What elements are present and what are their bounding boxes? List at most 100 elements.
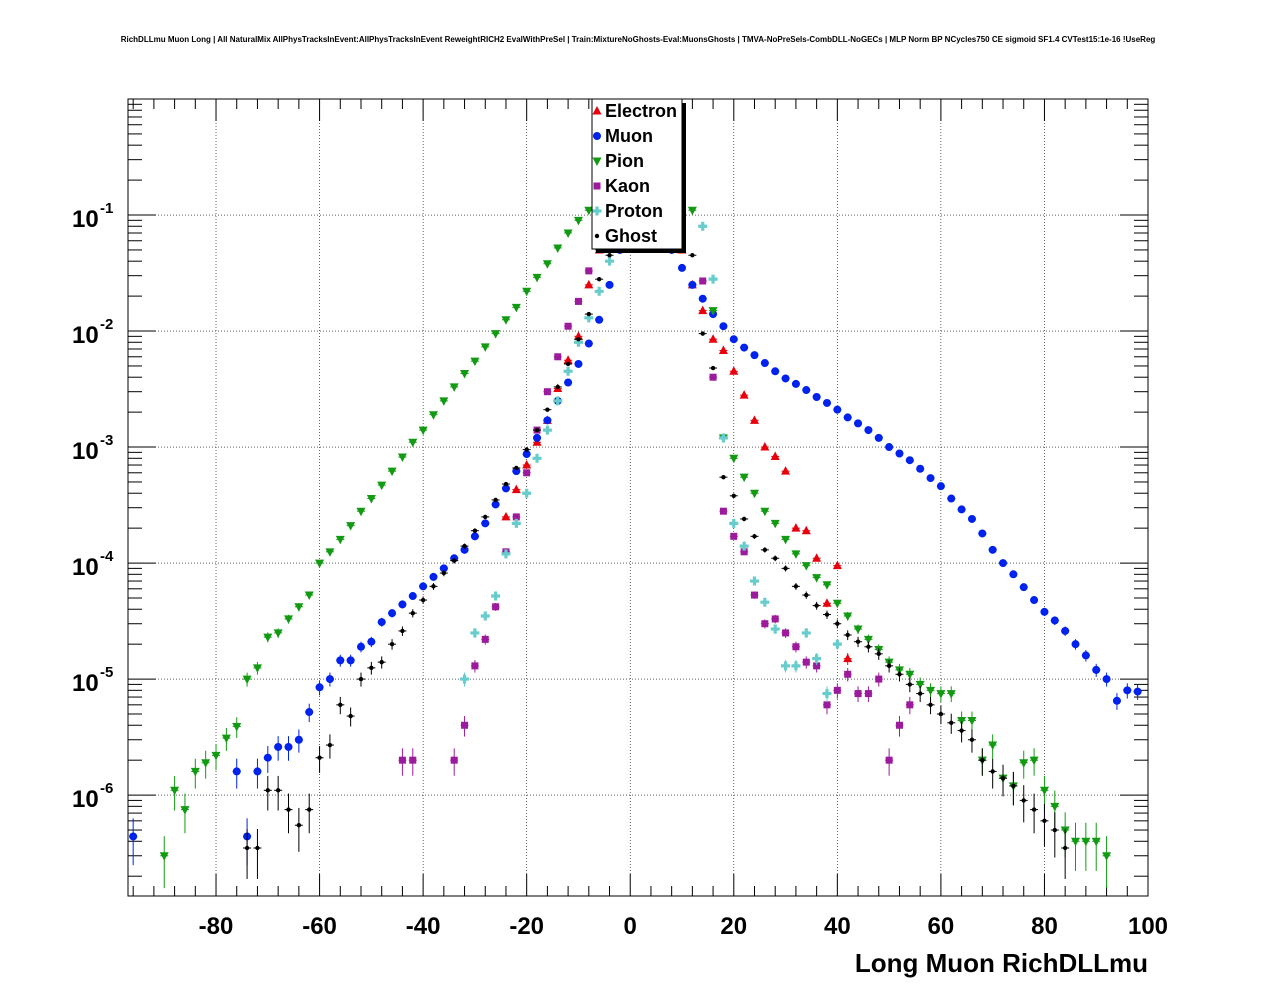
data-point [844,670,852,678]
data-point [304,591,314,601]
data-point [885,443,894,452]
data-point [990,769,995,774]
data-point [731,493,736,499]
data-point [875,675,883,683]
data-point [762,547,768,553]
data-point [824,612,830,617]
data-point [739,473,749,483]
data-point [346,522,356,531]
data-point [263,633,273,643]
data-point [729,335,738,344]
data-point [802,386,811,395]
data-point [741,516,747,522]
series-pion [159,206,1112,889]
data-point [928,702,933,708]
legend-item-electron: Electron [592,101,677,121]
legend-marker [592,206,602,216]
data-point [760,442,770,451]
data-point [512,513,520,521]
data-point [978,529,987,538]
data-point [855,639,861,644]
data-point [946,690,956,699]
legend-item-muon: Muon [593,126,653,146]
data-point [439,564,448,573]
data-point [584,339,593,348]
data-point [586,311,592,317]
data-point [845,632,850,638]
data-point [190,767,200,777]
data-point [523,469,531,477]
data-point [431,584,436,589]
data-point [690,253,695,258]
data-point [843,413,852,422]
legend-box [591,98,683,250]
data-point [307,807,312,812]
data-point [718,433,728,443]
data-point [1039,786,1049,796]
data-point [1062,845,1068,851]
data-point [999,559,1008,568]
x-tick-label: 100 [1128,913,1168,940]
data-point [832,599,842,609]
data-point [760,359,769,368]
data-point [542,260,552,269]
data-point [874,433,883,442]
data-point [605,280,614,289]
legend-label: Proton [605,201,663,221]
data-point [501,511,511,521]
data-point [1102,852,1112,861]
data-point [439,397,449,406]
data-point [791,379,800,388]
data-point [698,221,708,231]
data-point [481,519,490,528]
data-point [988,545,997,554]
y-tick-label: 10 [72,206,99,233]
gridlines [128,99,1149,896]
legend-label: Muon [605,126,653,146]
data-point [770,624,780,634]
data-point [491,330,501,339]
data-point [760,507,770,517]
data-point [252,664,262,673]
data-point [835,621,840,626]
legend-label: Ghost [605,226,657,246]
data-point [905,456,914,465]
data-point [574,359,583,368]
legend-marker [594,233,600,239]
legend-item-ghost: Ghost [594,226,657,246]
data-point [553,396,563,406]
data-point [1019,583,1028,592]
data-point [524,447,529,452]
data-point [460,545,469,554]
axis-ticks: -80 -60 -40 -20 0 20 40 60 80 10010-610-510-410-3… [72,99,1168,940]
data-point [1112,696,1121,705]
data-point [564,322,572,330]
data-point [770,451,780,460]
data-point [729,518,739,528]
data-point [897,672,902,677]
data-point [936,482,945,491]
data-point [511,484,521,494]
legend-item-proton: Proton [592,201,663,221]
data-point [1000,775,1006,781]
legend: Electron Muon Pion Kaon Proton Ghost [591,98,686,253]
data-point [325,548,335,557]
data-point [543,388,551,396]
data-point [471,662,479,670]
data-point [801,525,811,535]
data-point [409,756,417,764]
data-point [408,592,417,601]
data-point [729,366,739,375]
legend-label: Electron [605,101,677,121]
data-point [585,267,593,275]
data-point [253,767,262,776]
data-point [833,405,842,414]
data-point [284,742,293,751]
data-point [709,373,717,381]
data-point [967,716,977,726]
data-point [563,366,573,376]
data-point [801,628,811,638]
data-point [420,597,426,603]
data-point [936,690,946,699]
